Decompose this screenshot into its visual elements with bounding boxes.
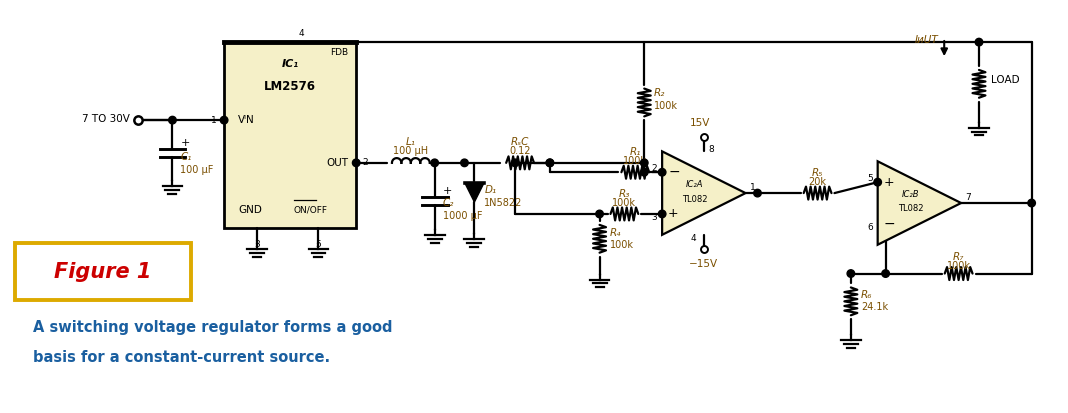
Text: R₂: R₂ xyxy=(655,88,665,97)
Text: OUT: OUT xyxy=(326,158,348,168)
Circle shape xyxy=(546,159,553,166)
Text: 2: 2 xyxy=(651,164,657,173)
Text: R₃: R₃ xyxy=(618,189,630,199)
Text: C₁: C₁ xyxy=(180,152,192,162)
Text: 7 TO 30V: 7 TO 30V xyxy=(82,114,129,124)
Circle shape xyxy=(658,210,666,218)
Text: R₁: R₁ xyxy=(630,147,641,157)
Circle shape xyxy=(975,38,983,46)
Text: −15V: −15V xyxy=(689,259,719,268)
Text: 8: 8 xyxy=(709,145,714,154)
FancyBboxPatch shape xyxy=(224,42,357,228)
Circle shape xyxy=(847,270,854,277)
Text: 20k: 20k xyxy=(808,177,827,187)
Text: 100 μH: 100 μH xyxy=(393,146,428,156)
Text: +: + xyxy=(442,186,452,196)
Text: TL082: TL082 xyxy=(682,195,708,204)
Text: C₂: C₂ xyxy=(442,197,454,208)
Circle shape xyxy=(460,159,468,166)
Circle shape xyxy=(596,210,603,218)
Text: +: + xyxy=(669,207,679,221)
Text: −: − xyxy=(669,165,679,179)
Text: 5: 5 xyxy=(867,174,873,183)
Text: L₁: L₁ xyxy=(406,137,415,147)
Text: IC₁: IC₁ xyxy=(282,59,299,69)
Text: 4: 4 xyxy=(690,234,696,243)
Text: 1: 1 xyxy=(211,116,217,125)
Polygon shape xyxy=(878,161,961,245)
Text: +: + xyxy=(180,138,190,148)
Text: RₛC: RₛC xyxy=(511,137,530,147)
Text: −: − xyxy=(883,217,895,231)
Text: 100 μF: 100 μF xyxy=(180,165,214,175)
Text: 0.12: 0.12 xyxy=(509,146,531,156)
Circle shape xyxy=(1027,199,1035,207)
Circle shape xyxy=(352,159,360,166)
Text: FDB: FDB xyxy=(330,47,348,57)
Text: 100k: 100k xyxy=(946,261,971,271)
Text: LOAD: LOAD xyxy=(991,75,1020,85)
Text: 3: 3 xyxy=(651,214,657,223)
Circle shape xyxy=(641,159,648,166)
Circle shape xyxy=(220,116,227,124)
Text: 100k: 100k xyxy=(655,102,678,112)
Text: R₄: R₄ xyxy=(610,228,621,238)
Text: IᴎUT: IᴎUT xyxy=(914,35,939,45)
Text: +: + xyxy=(883,176,894,189)
Polygon shape xyxy=(662,152,745,235)
Polygon shape xyxy=(465,183,484,202)
Text: 24.1k: 24.1k xyxy=(861,302,888,312)
Text: 100k: 100k xyxy=(610,240,633,250)
Circle shape xyxy=(658,169,666,176)
Text: 100k: 100k xyxy=(612,198,637,208)
Text: basis for a constant-current source.: basis for a constant-current source. xyxy=(33,350,330,365)
Circle shape xyxy=(546,159,553,166)
Text: 4: 4 xyxy=(298,29,303,38)
Text: 7: 7 xyxy=(965,192,971,202)
Text: 100k: 100k xyxy=(624,156,647,166)
Circle shape xyxy=(169,116,176,124)
Text: IC₂B: IC₂B xyxy=(901,190,920,199)
Text: 1N5822: 1N5822 xyxy=(484,197,522,208)
Circle shape xyxy=(512,159,519,166)
Circle shape xyxy=(882,270,890,277)
Text: IC₂A: IC₂A xyxy=(686,180,704,189)
Text: 2: 2 xyxy=(362,158,367,167)
Text: GND: GND xyxy=(238,205,262,215)
Text: 15V: 15V xyxy=(690,118,710,128)
FancyBboxPatch shape xyxy=(15,243,191,300)
Text: 6: 6 xyxy=(867,223,873,233)
Text: 5: 5 xyxy=(315,240,321,249)
Text: R₆: R₆ xyxy=(861,290,873,300)
Text: Figure 1: Figure 1 xyxy=(54,261,152,282)
Text: ON/OFF: ON/OFF xyxy=(294,206,328,214)
Text: 1000 μF: 1000 μF xyxy=(442,211,482,221)
Text: VᴵN: VᴵN xyxy=(238,115,255,125)
Circle shape xyxy=(754,189,761,197)
Circle shape xyxy=(430,159,439,166)
Text: LM2576: LM2576 xyxy=(264,80,316,93)
Text: A switching voltage regulator forms a good: A switching voltage regulator forms a go… xyxy=(33,320,393,335)
Circle shape xyxy=(874,178,881,186)
Text: R₅: R₅ xyxy=(812,168,823,178)
Text: 3: 3 xyxy=(254,240,260,249)
Text: TL082: TL082 xyxy=(898,204,923,214)
Text: 1: 1 xyxy=(750,183,755,192)
Text: R₇: R₇ xyxy=(953,252,964,261)
Circle shape xyxy=(641,169,648,176)
Text: D₁: D₁ xyxy=(484,185,497,195)
